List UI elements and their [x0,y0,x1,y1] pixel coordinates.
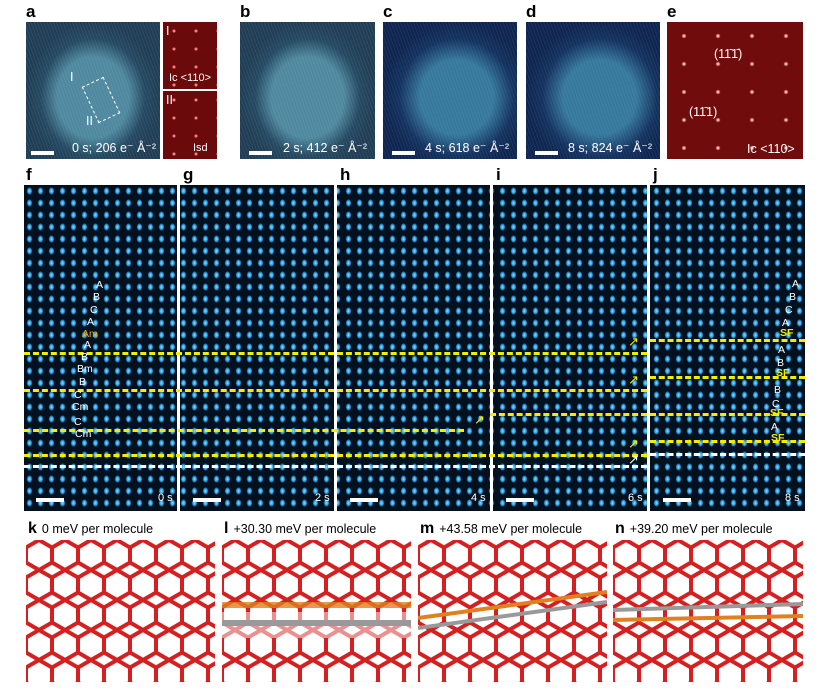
scale-bar [31,151,54,155]
arrow-icon: ↗ [628,334,639,349]
region-label: I [70,70,74,84]
stacking-fault-line [650,413,805,416]
reference-line [650,453,805,456]
scale-bar [535,151,558,155]
arrow-icon: ↗ [628,372,639,387]
lattice-model-n [613,540,803,682]
stacking-label: B [777,357,785,369]
stacking-label: B [93,291,101,303]
stacking-label: A [782,317,790,329]
fft-inset-1: I Ic <110> [163,22,217,89]
stacking-fault-line [24,454,647,457]
scale-bar [350,498,378,502]
panel-label-c: c [383,2,393,21]
panel-label-g: g [183,165,194,184]
scale-bar [193,498,221,502]
stacking-label: C [785,304,793,316]
panel-a-image: I II 0 s; 206 e⁻ Å⁻² [26,22,160,159]
caption: 8 s; 824 e⁻ Å⁻² [568,141,653,155]
time-label: 6 s [628,492,643,504]
inset-caption: Ic <110> [169,72,211,84]
fft-inset-2: II Isd [163,91,217,159]
panel-e-fft: (11̄1̄) (11̄1) Ic <110> [667,22,803,159]
caption: Ic <110> [747,142,795,156]
stacking-label: Cm [75,428,92,440]
stacking-label: A [87,316,95,328]
stacking-label: Bm [77,363,93,375]
inset-caption: Isd [193,142,208,154]
stacking-label: B [79,376,87,388]
caption: 2 s; 412 e⁻ Å⁻² [283,141,368,155]
stacking-label: Cm [72,401,89,413]
panel-d-image: 8 s; 824 e⁻ Å⁻² [526,22,660,159]
panel-label-i: i [496,165,501,184]
scale-bar [663,498,691,502]
stacking-label: A [792,278,800,290]
inset-numeral: I [166,24,170,38]
stacking-label: C [74,416,82,428]
stacking-fault-line [650,339,805,342]
lattice-model-k [26,540,215,682]
scale-bar [36,498,64,502]
stacking-label: A [778,344,786,356]
time-label: 2 s [315,492,330,504]
panel-c-image: 4 s; 618 e⁻ Å⁻² [383,22,517,159]
stacking-label: A [771,421,779,433]
stacking-label: B [774,384,782,396]
panel-label-a: a [26,2,36,21]
subpanel-n-title: n +39.20 meV per molecule [615,520,773,537]
subpanel-m-title: m +43.58 meV per molecule [420,520,583,537]
stacking-label: Am [82,328,98,340]
spot-label: (11̄1̄) [714,47,743,61]
panel-label-b: b [240,2,251,21]
divider [177,185,180,511]
stacking-label: B [789,291,797,303]
stacking-fault-line [24,389,647,392]
divider [490,185,493,511]
stacking-fault-line [24,352,647,355]
stacking-label: SF [776,367,790,379]
reference-line [24,465,647,468]
stacking-label: SF [771,432,785,444]
stacking-fault-line [490,413,647,416]
stacking-fault-line [650,376,805,379]
scale-bar [506,498,534,502]
stacking-label: SF [780,327,794,339]
hrtem-sequence [24,185,805,511]
arrow-icon: ↗ [628,452,639,467]
caption: 0 s; 206 e⁻ Å⁻² [72,141,157,155]
stacking-label: B [81,351,89,363]
stacking-label: C [772,398,780,410]
time-label: 0 s [158,492,173,504]
arrow-icon: ↗ [628,436,639,451]
panel-b-image: 2 s; 412 e⁻ Å⁻² [240,22,375,159]
panel-label-h: h [340,165,351,184]
panel-label-d: d [526,2,537,21]
stacking-label: C [90,304,98,316]
stacking-label: SF [770,407,784,419]
lattice-model-m [418,540,607,682]
panel-label-j: j [653,165,658,184]
subpanel-l-title: l +30.30 meV per molecule [224,520,377,537]
spot-label: (11̄1) [689,105,718,119]
stacking-label: A [84,339,92,351]
stacking-label: A [96,279,104,291]
time-label: 8 s [785,492,800,504]
divider [334,185,337,511]
arrow-icon: ↗ [474,412,485,427]
panel-label-e: e [667,2,677,21]
inset-numeral: II [166,93,173,107]
scale-bar [392,151,415,155]
region-label: II [86,114,93,128]
stacking-fault-line [24,429,464,432]
lattice-model-l [222,540,411,682]
stacking-label: C [74,389,82,401]
panel-label-f: f [26,165,32,184]
stacking-fault-line [650,440,805,443]
divider [647,185,650,511]
time-label: 4 s [471,492,486,504]
caption: 4 s; 618 e⁻ Å⁻² [425,141,510,155]
scale-bar [249,151,272,155]
